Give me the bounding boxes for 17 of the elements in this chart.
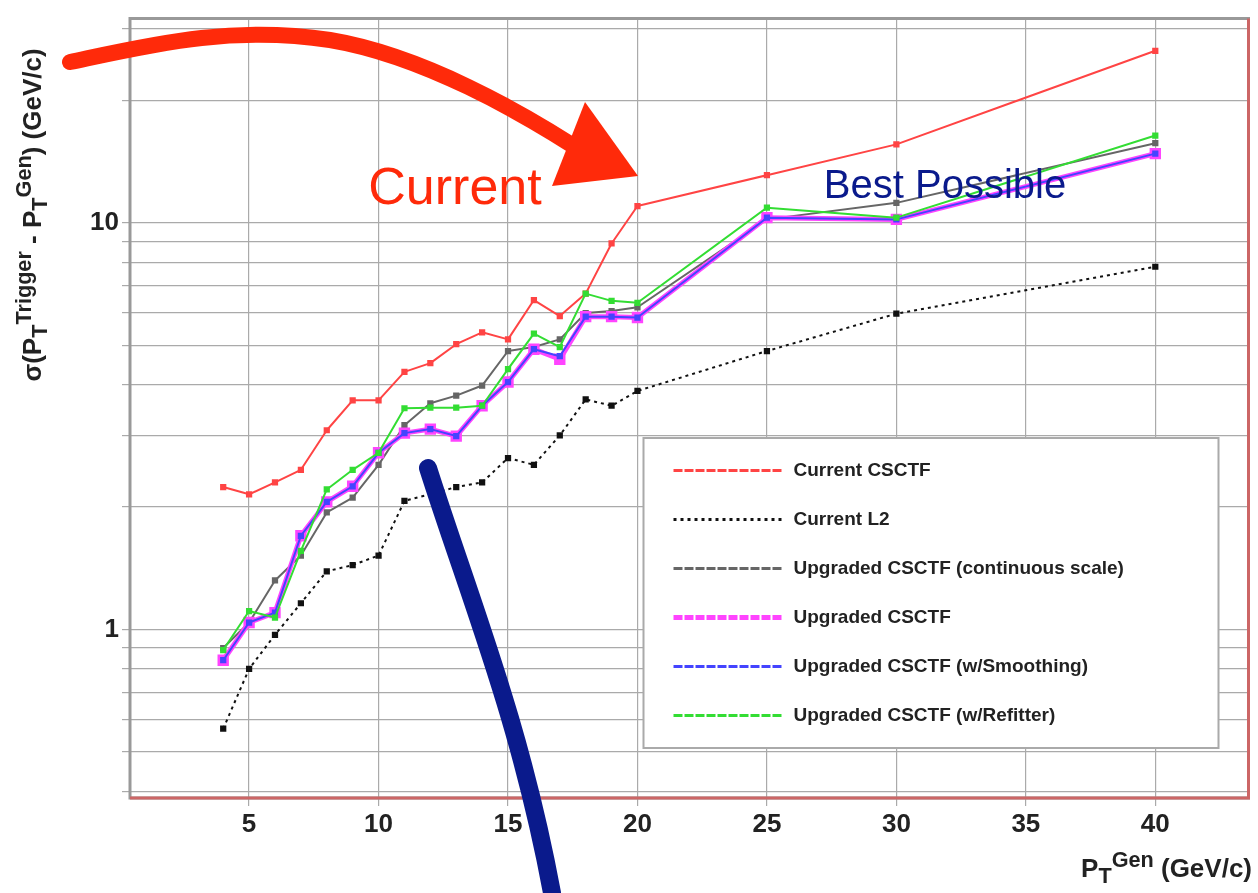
x-tick-label: 35	[1011, 807, 1041, 838]
x-tick-label: 25	[752, 807, 782, 838]
legend-label: Upgraded CSCTF (w/Smoothing)	[793, 654, 1088, 676]
legend-label: Upgraded CSCTF (continuous scale)	[793, 556, 1124, 578]
x-axis-title: P$_{T}$$^{Gen}$ (GeV/c)	[1081, 847, 1252, 889]
annotation: Current	[368, 157, 543, 216]
legend-label: Current CSCTF	[793, 458, 931, 480]
y-tick-label: 1	[104, 612, 119, 643]
x-tick-label: 10	[364, 807, 394, 838]
x-tick-label: 5	[241, 807, 257, 838]
legend-label: Upgraded CSCTF (w/Refitter)	[793, 703, 1056, 725]
x-tick-label: 20	[623, 807, 652, 838]
x-tick-label: 40	[1140, 807, 1170, 838]
x-tick-label: 30	[881, 807, 911, 838]
x-tick-label: 15	[493, 807, 523, 838]
legend-label: Upgraded CSCTF	[793, 605, 951, 627]
legend-label: Current L2	[793, 507, 890, 529]
